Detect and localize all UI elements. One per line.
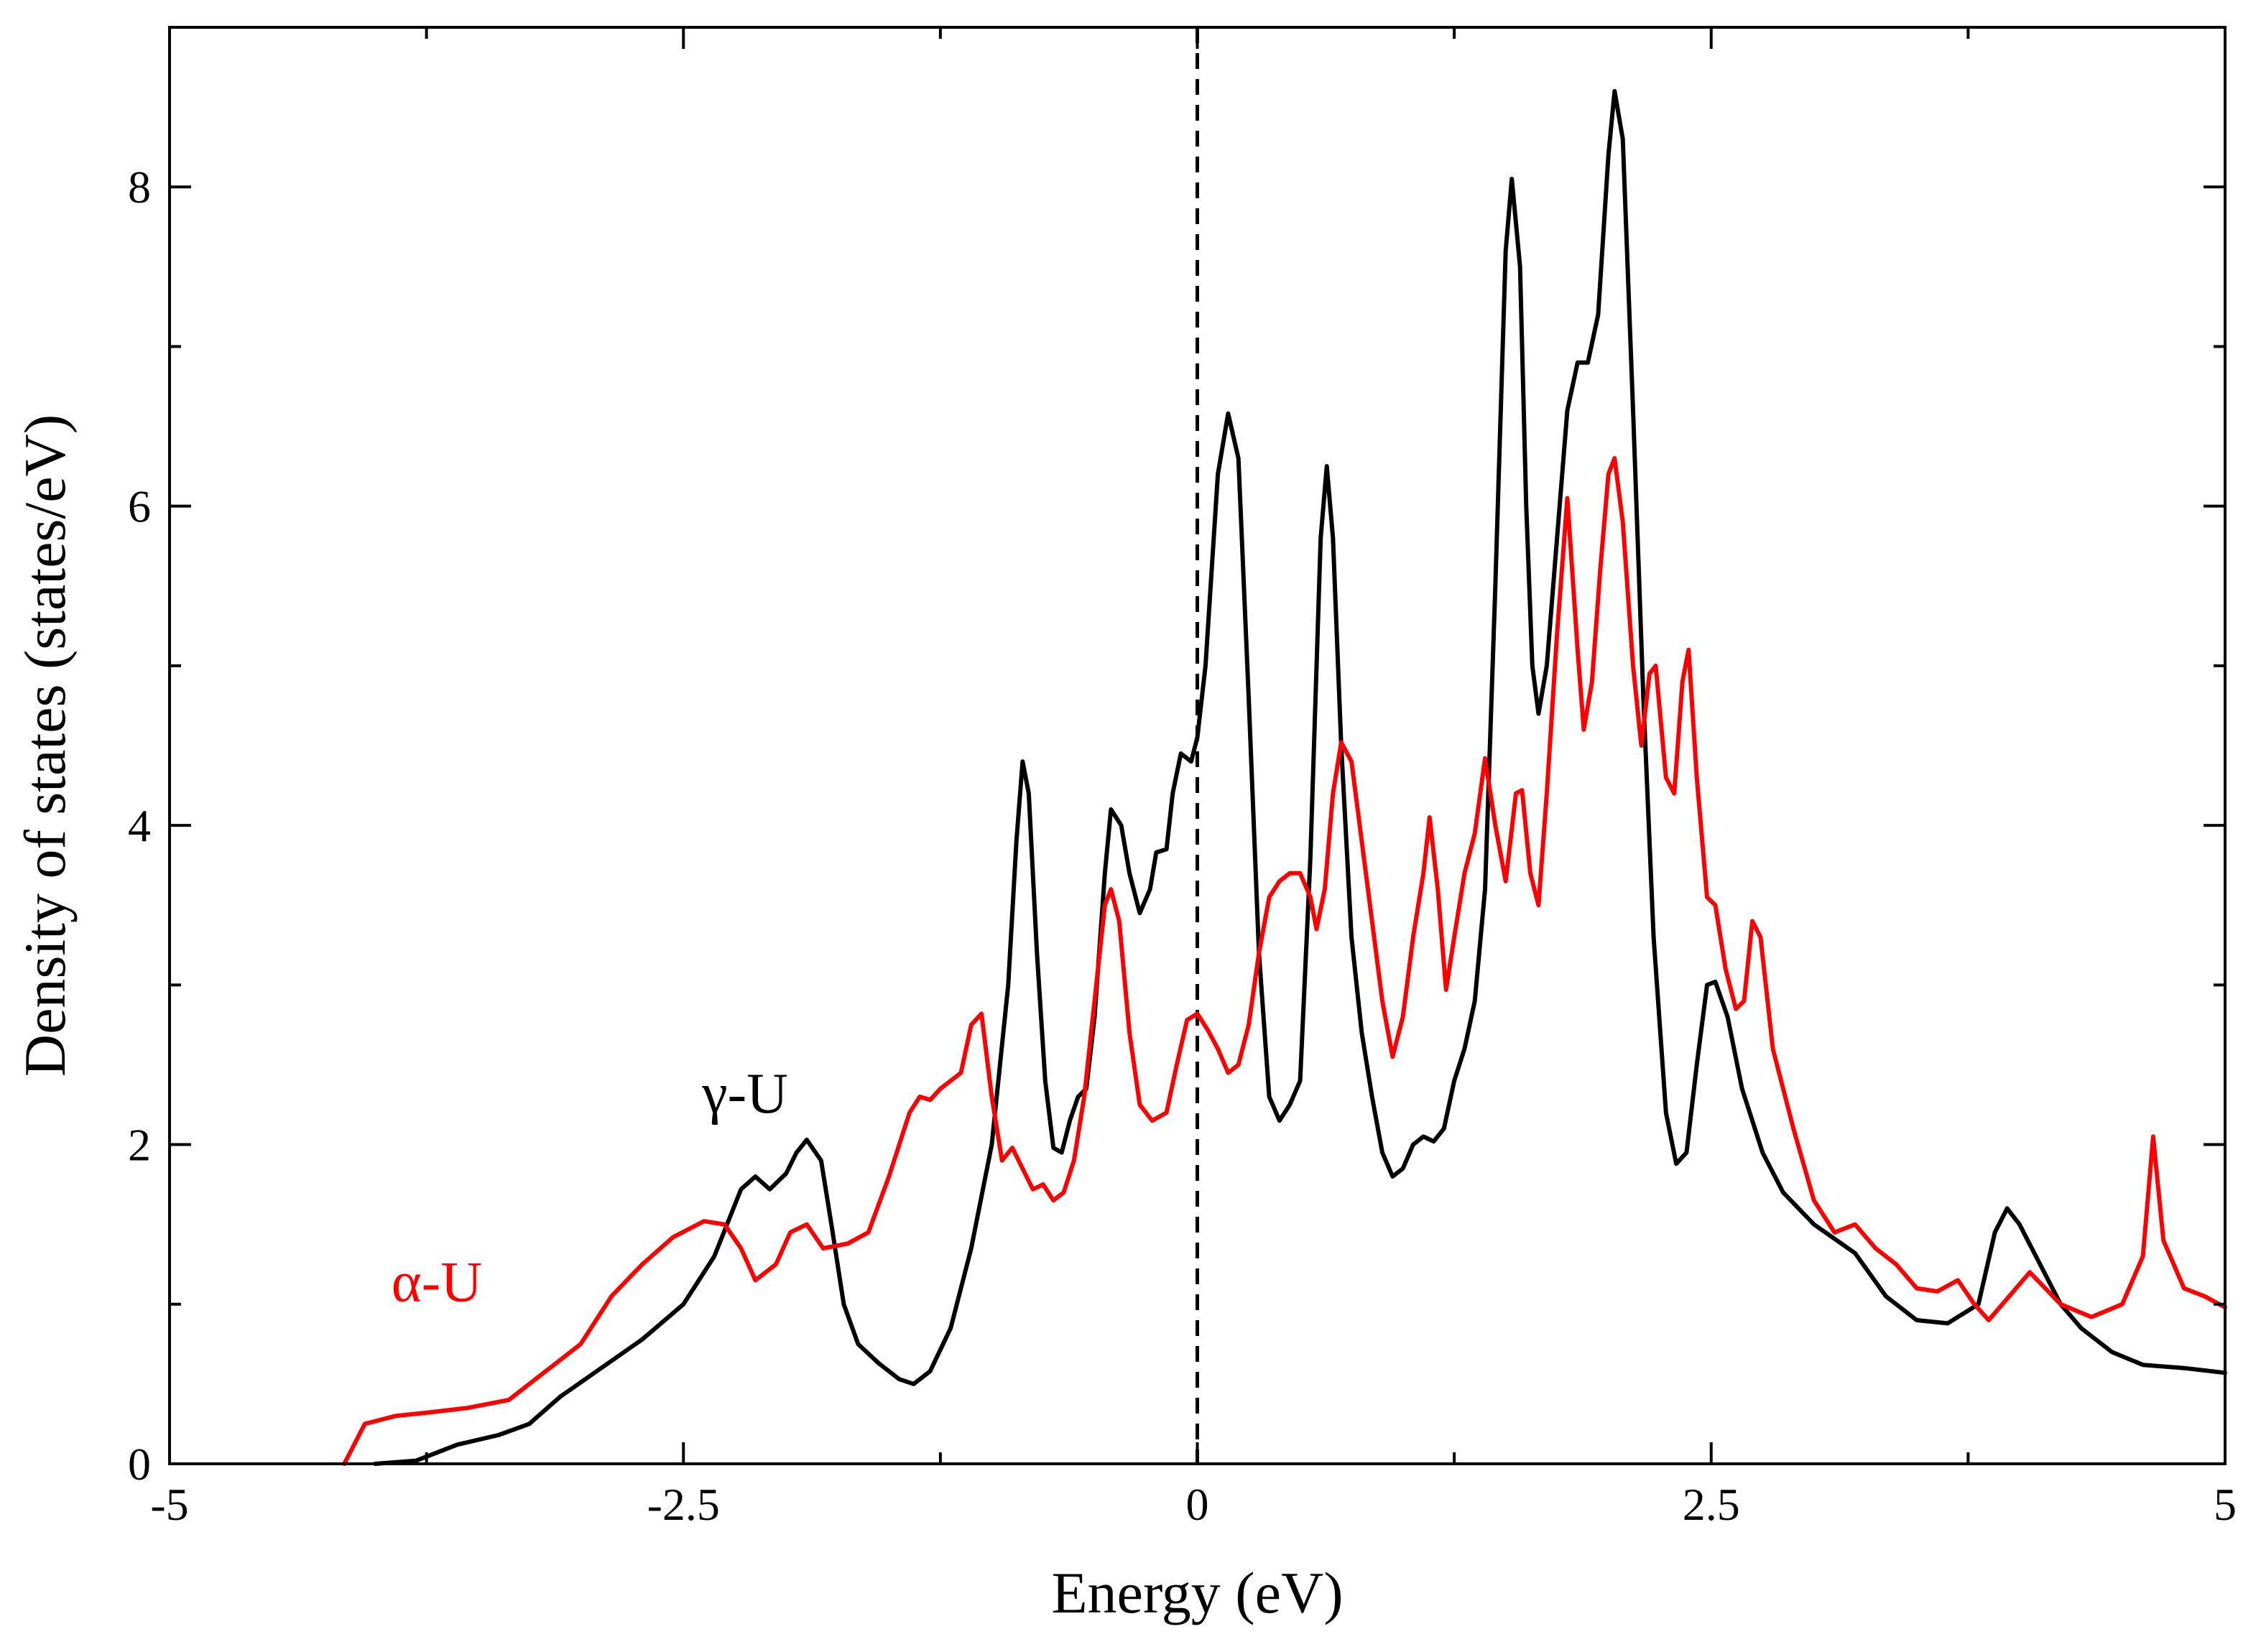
y-axis-title: Density of states (states/eV) <box>12 414 78 1077</box>
gamma-u-label: γ-U <box>701 1062 788 1126</box>
x-tick-label: -2.5 <box>647 1479 720 1530</box>
y-tick-label: 8 <box>128 162 151 213</box>
y-tick-label: 6 <box>128 481 151 532</box>
x-tick-label: 5 <box>2214 1479 2237 1530</box>
x-tick-label: 2.5 <box>1683 1479 1740 1530</box>
series-line-gamma-u <box>373 88 2227 1466</box>
axes-layer <box>168 26 2227 1465</box>
series-layer <box>342 88 2227 1466</box>
y-tick-label: 0 <box>128 1439 151 1490</box>
series-line-alpha-u <box>342 456 2227 1466</box>
y-tick-label: 2 <box>128 1120 151 1171</box>
x-tick-label: 0 <box>1186 1479 1209 1530</box>
x-axis-title: Energy (eV) <box>1051 1560 1343 1625</box>
labels-layer: -5 -2.5 0 2.5 5 0 2 4 6 8 Energy (eV) Density of st… <box>12 162 2237 1625</box>
x-tick-label: -5 <box>150 1479 188 1530</box>
y-tick-label: 4 <box>128 800 151 851</box>
alpha-u-label: α-U <box>392 1250 482 1314</box>
